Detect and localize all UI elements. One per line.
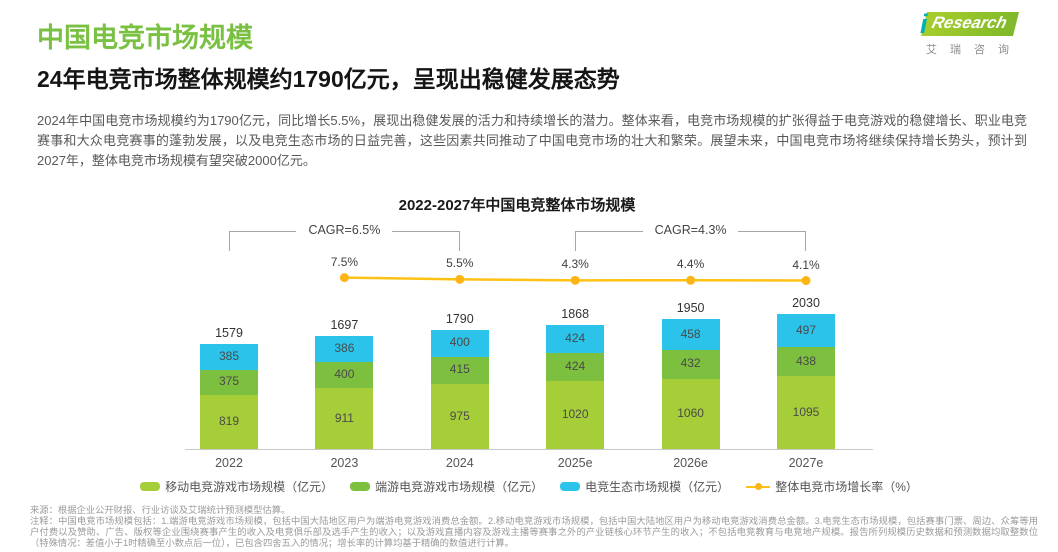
bar-segment: 1060 — [661, 378, 720, 449]
bar-total-label: 1579 — [215, 325, 243, 340]
cagr-bracket: CAGR=6.5% — [229, 223, 460, 251]
growth-rate-label: 4.1% — [792, 257, 820, 272]
annotation-note: 注释：中国电竞市场规模包括：1.端游电竞游戏市场规模，包括中国大陆地区用户为端游… — [30, 516, 1038, 548]
segment-value-label: 497 — [795, 322, 817, 337]
logo-row: i Research — [920, 9, 1042, 39]
bar-total-label: 1868 — [561, 306, 590, 321]
legend-label: 端游电竞游戏市场规模（亿元） — [375, 480, 544, 494]
bar-segment: 497 — [777, 314, 835, 348]
intro-paragraph: 2024年中国电竞市场规模约为1790亿元，同比增长5.5%，展现出稳健发展的活… — [37, 113, 1027, 168]
x-axis-line — [185, 449, 873, 450]
growth-line-dot — [686, 275, 696, 285]
segment-value-label: 375 — [218, 374, 240, 389]
x-axis-label: 2023 — [330, 456, 359, 470]
chart-legend: 移动电竞游戏市场规模（亿元） 端游电竞游戏市场规模（亿元） 电竞生态市场规模（亿元）… — [0, 478, 1058, 495]
segment-value-label: 975 — [449, 408, 470, 423]
logo-i-mark: i — [920, 9, 928, 39]
bar-segment: 424 — [546, 352, 605, 382]
segment-value-label: 432 — [680, 356, 701, 371]
segment-value-label: 1095 — [792, 404, 820, 419]
bar-total-label: 1950 — [676, 301, 705, 316]
bar-total-label: 1697 — [330, 318, 359, 333]
legend-swatch — [560, 482, 581, 491]
legend-line-dot — [754, 483, 762, 490]
x-axis-label: 2027e — [788, 456, 824, 470]
segment-value-label: 424 — [565, 330, 586, 345]
bar-total-label: 2030 — [792, 296, 820, 310]
bar-segment: 375 — [200, 369, 258, 395]
bar-segment: 400 — [430, 329, 489, 357]
growth-rate-label: 5.5% — [446, 256, 474, 271]
bar-segment: 1095 — [777, 376, 835, 449]
legend-item: 移动电竞游戏市场规模（亿元） — [140, 478, 333, 495]
x-axis-label: 2022 — [215, 456, 243, 470]
segment-value-label: 1020 — [561, 407, 589, 422]
legend-item: 整体电竞市场增长率（%） — [746, 478, 918, 495]
growth-line-dot — [570, 275, 580, 285]
bar-segment: 1020 — [546, 381, 605, 449]
segment-value-label: 424 — [565, 359, 586, 374]
bar-segment: 975 — [430, 384, 489, 449]
bar-segment: 819 — [200, 394, 258, 449]
x-axis-label: 2026e — [673, 456, 708, 470]
segment-value-label: 1060 — [677, 405, 704, 420]
segment-value-label: 400 — [449, 335, 470, 350]
legend-label: 移动电竞游戏市场规模（亿元） — [165, 480, 334, 494]
iresearch-logo: i Research 艾瑞咨询 — [920, 9, 1042, 57]
page-title: 中国电竞市场规模 — [37, 23, 253, 53]
bar-total-label: 1790 — [445, 311, 474, 326]
cagr-bracket: CAGR=4.3% — [575, 223, 806, 251]
growth-rate-label: 7.5% — [330, 254, 359, 269]
growth-line-dot — [339, 273, 349, 283]
segment-value-label: 911 — [334, 410, 354, 425]
page-subtitle: 24年电竞市场整体规模约1790亿元，呈现出稳健发展态势 — [37, 66, 620, 92]
segment-value-label: 438 — [795, 353, 817, 368]
legend-item: 电竞生态市场规模（亿元） — [560, 478, 729, 495]
footer-notes: 来源：根据企业公开财报、行业访谈及艾瑞统计预测模型估算。 注释：中国电竞市场规模… — [30, 505, 1038, 549]
growth-rate-label: 4.3% — [561, 257, 589, 272]
growth-line-dot — [801, 276, 811, 286]
segment-value-label: 415 — [449, 362, 470, 377]
cagr-label: CAGR=4.3% — [642, 223, 739, 237]
bar-segment: 424 — [546, 324, 605, 353]
legend-swatch — [350, 482, 371, 491]
bar-segment: 400 — [315, 361, 374, 389]
source-note: 来源：根据企业公开财报、行业访谈及艾瑞统计预测模型估算。 — [30, 505, 291, 515]
legend-item: 端游电竞游戏市场规模（亿元） — [350, 478, 543, 495]
bar-segment: 438 — [777, 347, 835, 377]
logo-chinese-name: 艾瑞咨询 — [926, 44, 1022, 56]
chart-title: 2022-2027年中国电竞整体市场规模 — [398, 197, 636, 214]
legend-swatch — [140, 482, 161, 491]
growth-line-dot — [455, 274, 465, 284]
growth-rate-label: 4.4% — [676, 257, 705, 272]
legend-line-marker — [746, 482, 771, 491]
segment-value-label: 386 — [334, 340, 355, 355]
bar-segment: 458 — [661, 319, 720, 350]
legend-label: 电竞生态市场规模（亿元） — [585, 480, 730, 494]
segment-value-label: 400 — [334, 367, 355, 382]
x-axis-label: 2024 — [445, 456, 474, 470]
legend-label: 整体电竞市场增长率（%） — [775, 480, 918, 494]
bar-segment: 386 — [315, 336, 374, 362]
segment-value-label: 385 — [218, 348, 240, 363]
bar-segment: 432 — [661, 349, 720, 379]
x-axis-label: 2025e — [557, 456, 593, 470]
segment-value-label: 458 — [680, 326, 701, 341]
bar-segment: 415 — [430, 356, 489, 385]
bar-segment: 911 — [315, 388, 374, 449]
bar-segment: 385 — [200, 343, 258, 370]
segment-value-label: 819 — [218, 413, 240, 428]
cagr-label: CAGR=6.5% — [296, 223, 393, 237]
